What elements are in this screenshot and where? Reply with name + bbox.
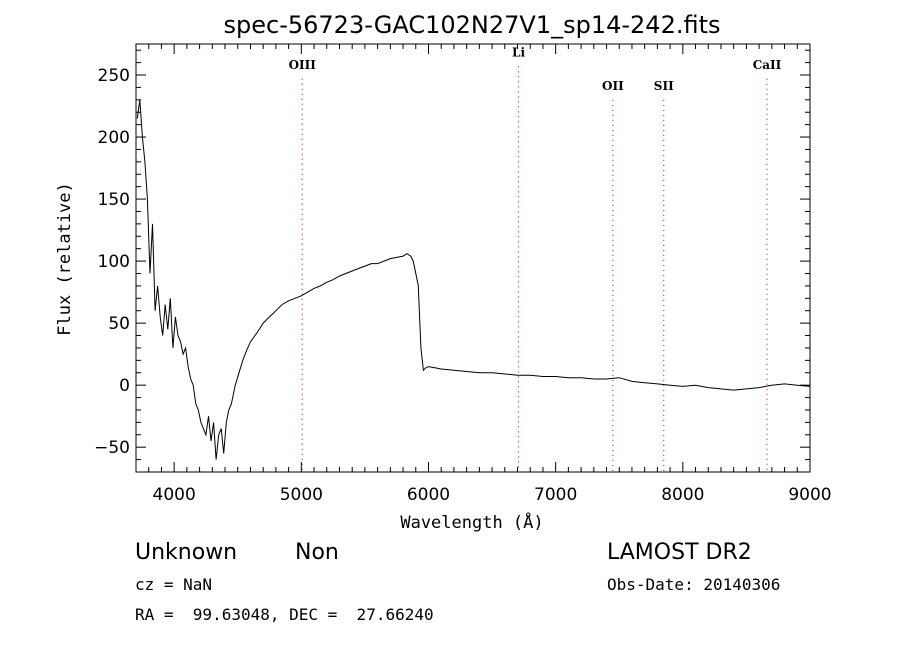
y-tick-label: 250 — [98, 66, 130, 86]
chart-title: spec-56723-GAC102N27V1_sp14-242.fits — [224, 11, 721, 39]
y-tick-label: 0 — [119, 376, 130, 396]
reference-label-li: Li — [512, 45, 525, 59]
y-axis-label: Flux (relative) — [55, 182, 75, 336]
y-tick-label: 200 — [98, 128, 130, 148]
object-type: Unknown — [135, 540, 238, 565]
x-axis-label: Wavelength (Å) — [400, 511, 543, 533]
y-tick-label: 50 — [108, 314, 130, 334]
reference-label-oii: OII — [602, 79, 624, 93]
object-subclass: Non — [295, 540, 339, 565]
x-tick-label: 8000 — [661, 485, 704, 505]
x-tick-label: 7000 — [534, 485, 577, 505]
y-tick-label: −50 — [94, 438, 130, 458]
coordinates-text: RA = 99.63048, DEC = 27.66240 — [135, 605, 434, 624]
y-tick-label: 150 — [98, 190, 130, 210]
y-tick-label: 100 — [98, 252, 130, 272]
x-tick-label: 6000 — [407, 485, 450, 505]
redshift-text: cz = NaN — [135, 575, 213, 594]
reference-label-caii: CaII — [753, 58, 782, 72]
reference-label-sii: SII — [654, 79, 674, 93]
survey-name: LAMOST DR2 — [607, 540, 752, 565]
x-tick-label: 9000 — [788, 485, 831, 505]
x-tick-label: 5000 — [280, 485, 323, 505]
spectrum-line — [136, 99, 811, 460]
reference-label-oiii: OIII — [289, 58, 317, 72]
plot-frame — [135, 43, 811, 473]
x-tick-label: 4000 — [153, 485, 196, 505]
observation-date: Obs-Date: 20140306 — [607, 575, 781, 594]
